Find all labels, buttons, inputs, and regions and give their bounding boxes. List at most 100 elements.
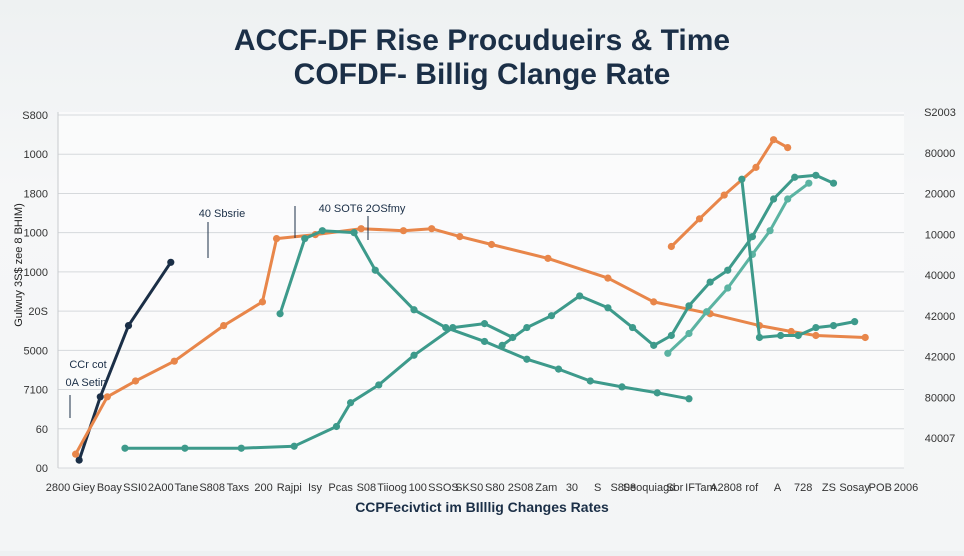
data-point [181,444,189,452]
grid-lines [57,112,904,469]
data-point [72,450,80,458]
data-point [829,322,838,330]
data-point [829,179,838,187]
x-tick-label: A [774,482,782,494]
data-point [103,393,111,401]
data-point [703,308,711,316]
data-point [167,258,175,266]
data-point [554,365,563,373]
y-tick-label-left: 1000 [24,267,48,279]
x-tick-label: 100 [409,482,427,494]
annotation-label: 0A Setin [66,377,107,389]
y-tick-label-right: 80000 [925,392,956,404]
data-point [720,191,728,199]
data-point [769,195,778,203]
x-tick-label: IFTam [685,482,716,494]
x-axis-ticks: 2800 Giey Boay SSI0 2A00 Tane S808 Taxs 200 Rajpi… [46,482,918,494]
data-point [375,381,383,389]
data-point [480,337,489,346]
x-tick-label: Isy [308,482,323,494]
y-tick-label-left: 1800 [24,188,48,200]
y-tick-label-left: S800 [22,110,48,122]
data-point [350,229,358,237]
data-point [787,327,795,336]
x-tick-label: S808 [610,482,636,494]
data-point [685,395,693,403]
data-point [618,383,626,391]
data-point [237,444,245,452]
data-point [650,341,658,349]
x-tick-label: Giey [72,482,95,494]
x-tick-label: 200 [254,482,272,494]
x-tick-label: Taxs [227,482,250,494]
data-point [667,242,675,251]
data-point [752,163,760,171]
data-point [650,298,658,306]
data-point [794,331,802,340]
chart-title: ACCF-DF Rise Procudueirs & Time [234,24,730,57]
x-tick-label: Zam [535,482,557,494]
data-point [498,341,506,349]
y-axis-label: Gulwuy 3S$ zee 8 BHIM) [13,203,25,327]
data-point [410,306,418,314]
y-tick-label-left: 7100 [24,385,48,397]
y-tick-label-left: 20S [28,306,48,318]
y-tick-label-right: 42000 [925,311,956,323]
y-tick-label-left: 00 [36,463,48,475]
annotations: 40 Sbsrie 40 SOT6 2OSfmy CCr cot 0A Setin [66,203,406,418]
data-point [784,144,792,152]
data-point [272,234,281,243]
data-point [769,136,778,144]
data-point [544,254,552,262]
data-point [410,351,418,359]
data-point [628,323,637,332]
data-point [487,240,496,249]
x-tick-label: Boay [97,482,123,494]
data-point [653,389,661,397]
data-point [456,233,464,241]
data-point [604,304,612,312]
data-point [357,225,365,233]
data-point [766,227,774,235]
data-point [346,399,355,407]
data-point [220,322,228,330]
data-point [399,227,408,235]
x-tick-label: S [594,482,601,494]
data-point [604,274,612,282]
data-point [318,227,326,235]
data-point [547,312,556,320]
data-point [258,298,267,306]
data-point [777,331,785,340]
x-tick-label: Tiioog [377,482,407,494]
x-tick-label: 2A00 [148,482,174,494]
data-point [576,292,584,300]
data-point [586,377,594,385]
x-tick-label: Sosay [839,482,870,494]
data-point [332,422,341,431]
series-line-5 [500,173,835,347]
data-point [664,349,672,357]
x-tick-label: S808 [199,482,225,494]
data-point [755,333,764,342]
y-tick-label-right: 40000 [925,270,956,282]
x-tick-label: Seoquiagd [623,482,676,494]
data-point [276,310,284,318]
series-lines [72,136,869,464]
data-point [428,225,436,233]
data-point [124,322,133,330]
data-point [442,323,450,332]
data-point [784,195,792,203]
data-point [695,215,704,223]
annotation-label: CCr cot [69,359,106,371]
x-tick-label: Sor [666,482,683,494]
data-point [851,318,859,326]
x-tick-label: Rajpi [277,482,302,494]
x-tick-label: 30 [566,482,578,494]
data-point [685,329,693,338]
annotation-label: 40 Sbsrie [199,208,245,220]
x-tick-label: rof [745,482,759,494]
series-line-6 [666,181,811,355]
data-point [480,320,489,328]
